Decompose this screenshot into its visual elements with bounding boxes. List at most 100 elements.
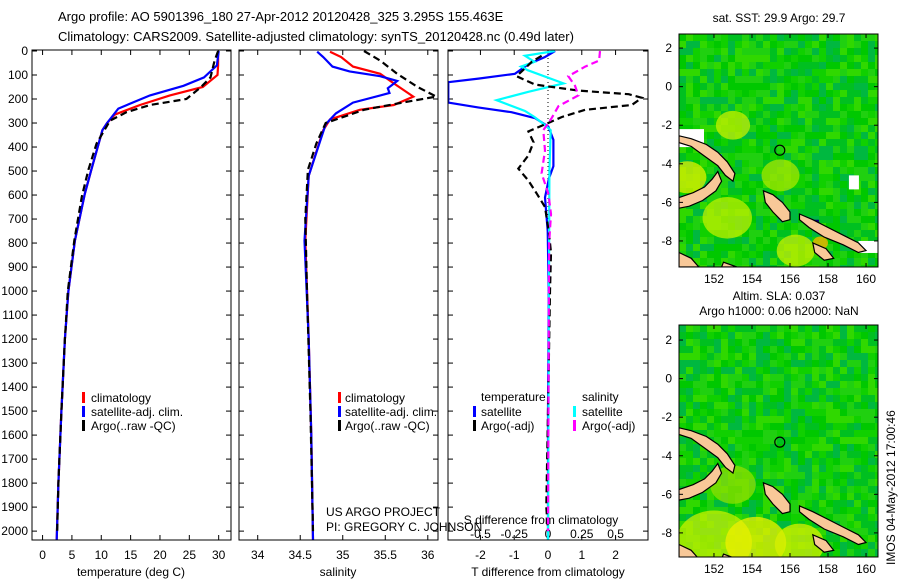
- map-cell: [763, 353, 770, 360]
- map-anomaly-patch: [702, 197, 752, 239]
- map-cell: [756, 388, 763, 395]
- map-cell: [812, 97, 819, 104]
- map-cell: [861, 472, 868, 479]
- map-cell: [686, 237, 693, 244]
- map-cell: [721, 188, 728, 195]
- legend-marker-s-satellite: [573, 406, 576, 417]
- y-tick-label: 1500: [1, 404, 28, 418]
- map-cell: [854, 237, 861, 244]
- map-cell: [693, 34, 700, 41]
- map-cell: [742, 507, 749, 514]
- map-cell: [693, 360, 700, 367]
- map-cell: [714, 188, 721, 195]
- legend-label: satellite-adj. clim.: [91, 405, 183, 419]
- y-tick-label: 1400: [1, 380, 28, 394]
- map-cell: [749, 41, 756, 48]
- map-cell: [798, 167, 805, 174]
- map-cell: [875, 395, 878, 402]
- map-cell: [693, 216, 700, 223]
- map-cell: [728, 41, 735, 48]
- map-cell: [826, 34, 833, 41]
- map-cell: [756, 374, 763, 381]
- map-cell: [742, 339, 749, 346]
- map-cell: [826, 118, 833, 125]
- map-cell: [812, 409, 819, 416]
- map-cell: [826, 69, 833, 76]
- map-cell: [833, 265, 840, 267]
- map-cell: [847, 367, 854, 374]
- map-cell: [868, 195, 875, 202]
- map-cell: [791, 507, 798, 514]
- map-cell: [819, 325, 826, 332]
- map-cell: [840, 258, 847, 265]
- map-cell: [686, 381, 693, 388]
- map-cell: [749, 237, 756, 244]
- lat-tick-label: -8: [661, 234, 672, 248]
- map-cell: [798, 381, 805, 388]
- map-cell: [798, 153, 805, 160]
- map-cell: [714, 132, 721, 139]
- series-line-argo-raw-qc-: [304, 50, 438, 532]
- map-cell: [847, 230, 854, 237]
- map-cell: [805, 472, 812, 479]
- map-cell: [742, 325, 749, 332]
- y-tick-label: 700: [8, 212, 28, 226]
- map-cell: [749, 174, 756, 181]
- map-cell: [875, 423, 878, 430]
- map-cell: [812, 125, 819, 132]
- map-cell: [868, 55, 875, 62]
- map-cell: [749, 388, 756, 395]
- map-cell: [798, 367, 805, 374]
- map-cell: [686, 325, 693, 332]
- map-cell: [868, 90, 875, 97]
- map-cell: [707, 48, 714, 55]
- map-cell: [847, 251, 854, 258]
- map-cell: [875, 500, 878, 507]
- map-cell: [770, 395, 777, 402]
- map-cell: [763, 76, 770, 83]
- map-cell: [770, 111, 777, 118]
- map-cell: [868, 237, 875, 244]
- map-cell: [686, 451, 693, 458]
- map-cell: [721, 146, 728, 153]
- map-cell: [819, 346, 826, 353]
- map-cell: [840, 409, 847, 416]
- map-cell: [791, 223, 798, 230]
- lon-tick-label: 160: [856, 562, 876, 576]
- map-cell: [819, 258, 826, 265]
- x-tick-label: 15: [124, 548, 138, 562]
- map-cell: [798, 69, 805, 76]
- map-cell: [686, 34, 693, 41]
- map-cell: [819, 507, 826, 514]
- map-cell: [819, 181, 826, 188]
- map-cell: [805, 153, 812, 160]
- map-cell: [791, 76, 798, 83]
- map-cell: [854, 451, 861, 458]
- map-cell: [868, 353, 875, 360]
- map-cell: [833, 132, 840, 139]
- map-cell: [847, 486, 854, 493]
- map-cell: [770, 258, 777, 265]
- map-cell: [763, 416, 770, 423]
- map-cell: [812, 139, 819, 146]
- map-cell: [868, 62, 875, 69]
- x-tick-label: 5: [69, 548, 76, 562]
- map-cell: [840, 223, 847, 230]
- y-tick-label: 1300: [1, 356, 28, 370]
- legend-label: Argo(..raw -QC): [91, 419, 176, 433]
- lat-tick-label: 0: [665, 80, 672, 94]
- map-cell: [777, 514, 784, 521]
- map-cell: [819, 139, 826, 146]
- map-cell: [868, 132, 875, 139]
- map-cell: [791, 48, 798, 55]
- map-cell: [742, 353, 749, 360]
- map-cell: [749, 76, 756, 83]
- map-cell: [868, 332, 875, 339]
- map-cell: [735, 416, 742, 423]
- map-cell: [700, 507, 707, 514]
- map-cell: [854, 223, 861, 230]
- map-cell: [868, 381, 875, 388]
- map-cell: [770, 146, 777, 153]
- map-cell: [749, 325, 756, 332]
- map-cell: [707, 251, 714, 258]
